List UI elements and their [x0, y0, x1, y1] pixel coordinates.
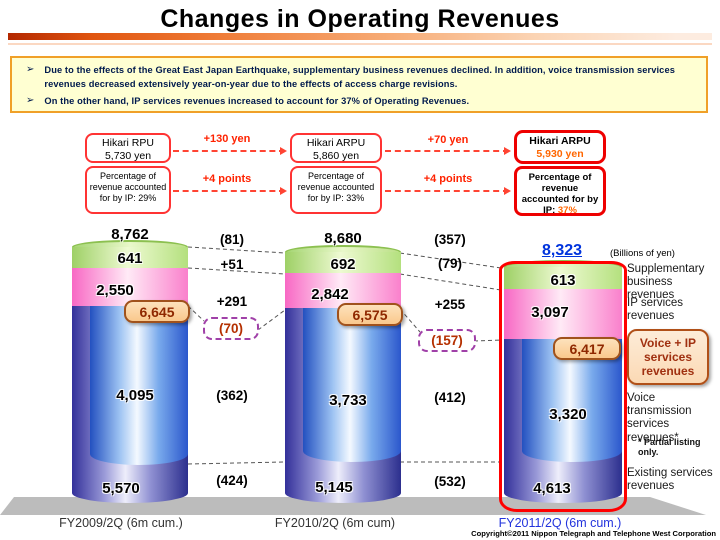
- bullet-item: ➢ On the other hand, IP services revenue…: [18, 94, 698, 108]
- supplementary-change-2: (79): [437, 256, 462, 271]
- segment-voice: [303, 308, 401, 462]
- hikari-rpu-title: Hikari RPU: [102, 137, 154, 149]
- ip-share-delta-2: +4 points: [423, 173, 473, 185]
- title-divider-underline: [8, 43, 712, 45]
- voice-fy2010: 3,733: [329, 392, 367, 409]
- bar-fy2009: [72, 240, 188, 503]
- ip-share-box-fy2011: Percentage of revenue accounted for by I…: [514, 166, 606, 216]
- total-fy2011: 8,323: [541, 242, 583, 259]
- existing-fy2009: 5,570: [102, 480, 140, 497]
- total-fy2009: 8,762: [111, 226, 149, 243]
- ip-share-arrow-2: [385, 187, 511, 195]
- axis-label-fy2010: FY2010/2Q (6m cum): [274, 516, 396, 530]
- hikari-arpu-box-fy2010: Hikari ARPU 5,860 yen: [290, 133, 382, 163]
- ip-share-delta-1: +4 points: [202, 173, 252, 185]
- total-fy2010: 8,680: [324, 230, 362, 247]
- voice-ip-fy2009: 6,645: [124, 300, 190, 323]
- ip-share-value: 29%: [138, 193, 157, 203]
- ip-change-2: +255: [434, 297, 466, 312]
- segment-supplementary: [504, 267, 622, 289]
- legend-supplementary: Supplementary business revenues: [627, 263, 705, 302]
- total-change-2: (357): [434, 232, 466, 247]
- ip-share-text: Percentage of revenue accounted for by I…: [297, 171, 375, 203]
- segment-existing: [285, 308, 401, 503]
- hikari-arpu-title: Hikari ARPU: [306, 137, 366, 149]
- voice-change-2: (412): [434, 390, 466, 405]
- supplementary-change-1: +51: [220, 257, 244, 272]
- existing-change-1: (424): [216, 473, 248, 488]
- page-title: Changes in Operating Revenues: [160, 5, 560, 33]
- supplementary-fy2010: 692: [330, 256, 356, 273]
- segment-supplementary: [72, 247, 188, 268]
- voice-ip-change-box-1: (70): [203, 317, 259, 340]
- supplementary-fy2011: 613: [550, 272, 576, 289]
- voice-fy2009: 4,095: [116, 387, 154, 404]
- legend-voice: Voice transmission services revenues*: [627, 392, 692, 444]
- ip-share-text: Percentage of revenue accounted for by I…: [89, 171, 167, 203]
- legend-existing: Existing services revenues: [627, 467, 713, 493]
- voice-ip-fy2010: 6,575: [337, 303, 403, 326]
- segment-ip: [504, 289, 622, 339]
- ip-share-arrow-1: [173, 187, 287, 195]
- legend-ip: IP services revenues: [627, 297, 684, 323]
- existing-fy2010: 5,145: [315, 479, 353, 496]
- segment-ip: [285, 273, 401, 308]
- total-change-1: (81): [219, 232, 244, 247]
- ip-share-value: 33%: [346, 193, 365, 203]
- arpu-delta-1: +130 yen: [203, 133, 251, 145]
- bar-fy2010: [285, 245, 401, 503]
- hikari-rpu-box-fy2009: Hikari RPU 5,730 yen: [85, 133, 171, 163]
- copyright-notice: Copyright©2011 Nippon Telegraph and Tele…: [471, 529, 716, 538]
- ip-share-text: Percentage of revenue accounted for by I…: [521, 172, 599, 216]
- segment-existing: [72, 306, 188, 503]
- axis-label-fy2009: FY2009/2Q (6m cum.): [59, 516, 183, 530]
- bullet-item: ➢ Due to the effects of the Great East J…: [18, 63, 698, 91]
- bullet-arrow-icon: ➢: [26, 64, 35, 75]
- segment-voice: [90, 306, 188, 465]
- ip-share-value: 37%: [557, 205, 577, 216]
- hikari-arpu-title: Hikari ARPU: [529, 135, 591, 147]
- hikari-rpu-value: 5,730 yen: [104, 150, 152, 162]
- fy2011-highlight-outline: [499, 261, 627, 512]
- ip-change-1: +291: [216, 294, 248, 309]
- voice-change-1: (362): [216, 388, 248, 403]
- legend-voice-note: * Partial listing only.: [638, 437, 701, 457]
- segment-supplementary: [285, 252, 401, 273]
- bullet-arrow-icon: ➢: [26, 95, 35, 106]
- summary-callout: ➢ Due to the effects of the Great East J…: [10, 56, 708, 113]
- title-divider-bar: [8, 33, 712, 40]
- arpu-arrow-1: [173, 147, 287, 155]
- ip-share-box-fy2010: Percentage of revenue accounted for by I…: [290, 166, 382, 214]
- existing-fy2011: 4,613: [533, 480, 571, 497]
- supplementary-fy2009: 641: [117, 250, 143, 267]
- segment-ip: [72, 268, 188, 306]
- voice-ip-fy2011: 6,417: [553, 337, 621, 360]
- ip-share-box-fy2009: Percentage of revenue accounted for by I…: [85, 166, 171, 214]
- hikari-arpu-value: 5,930 yen: [536, 148, 584, 160]
- hikari-arpu-box-fy2011: Hikari ARPU 5,930 yen: [514, 130, 606, 164]
- bullet-text: On the other hand, IP services revenues …: [44, 96, 470, 106]
- arpu-arrow-2: [385, 147, 511, 155]
- bullet-text: Due to the effects of the Great East Jap…: [44, 65, 675, 89]
- hikari-arpu-value: 5,860 yen: [312, 150, 360, 162]
- axis-label-fy2011: FY2011/2Q (6m cum.): [498, 516, 622, 530]
- ip-fy2010: 2,842: [311, 286, 349, 303]
- legend-voice-ip-box: Voice + IP services revenues: [627, 329, 709, 385]
- ip-fy2011: 3,097: [531, 304, 569, 321]
- ip-fy2009: 2,550: [96, 282, 134, 299]
- voice-fy2011: 3,320: [549, 406, 587, 423]
- arpu-delta-2: +70 yen: [427, 134, 469, 146]
- existing-change-2: (532): [434, 474, 466, 489]
- voice-ip-change-box-2: (157): [418, 329, 476, 352]
- unit-label: (Billions of yen): [610, 248, 675, 259]
